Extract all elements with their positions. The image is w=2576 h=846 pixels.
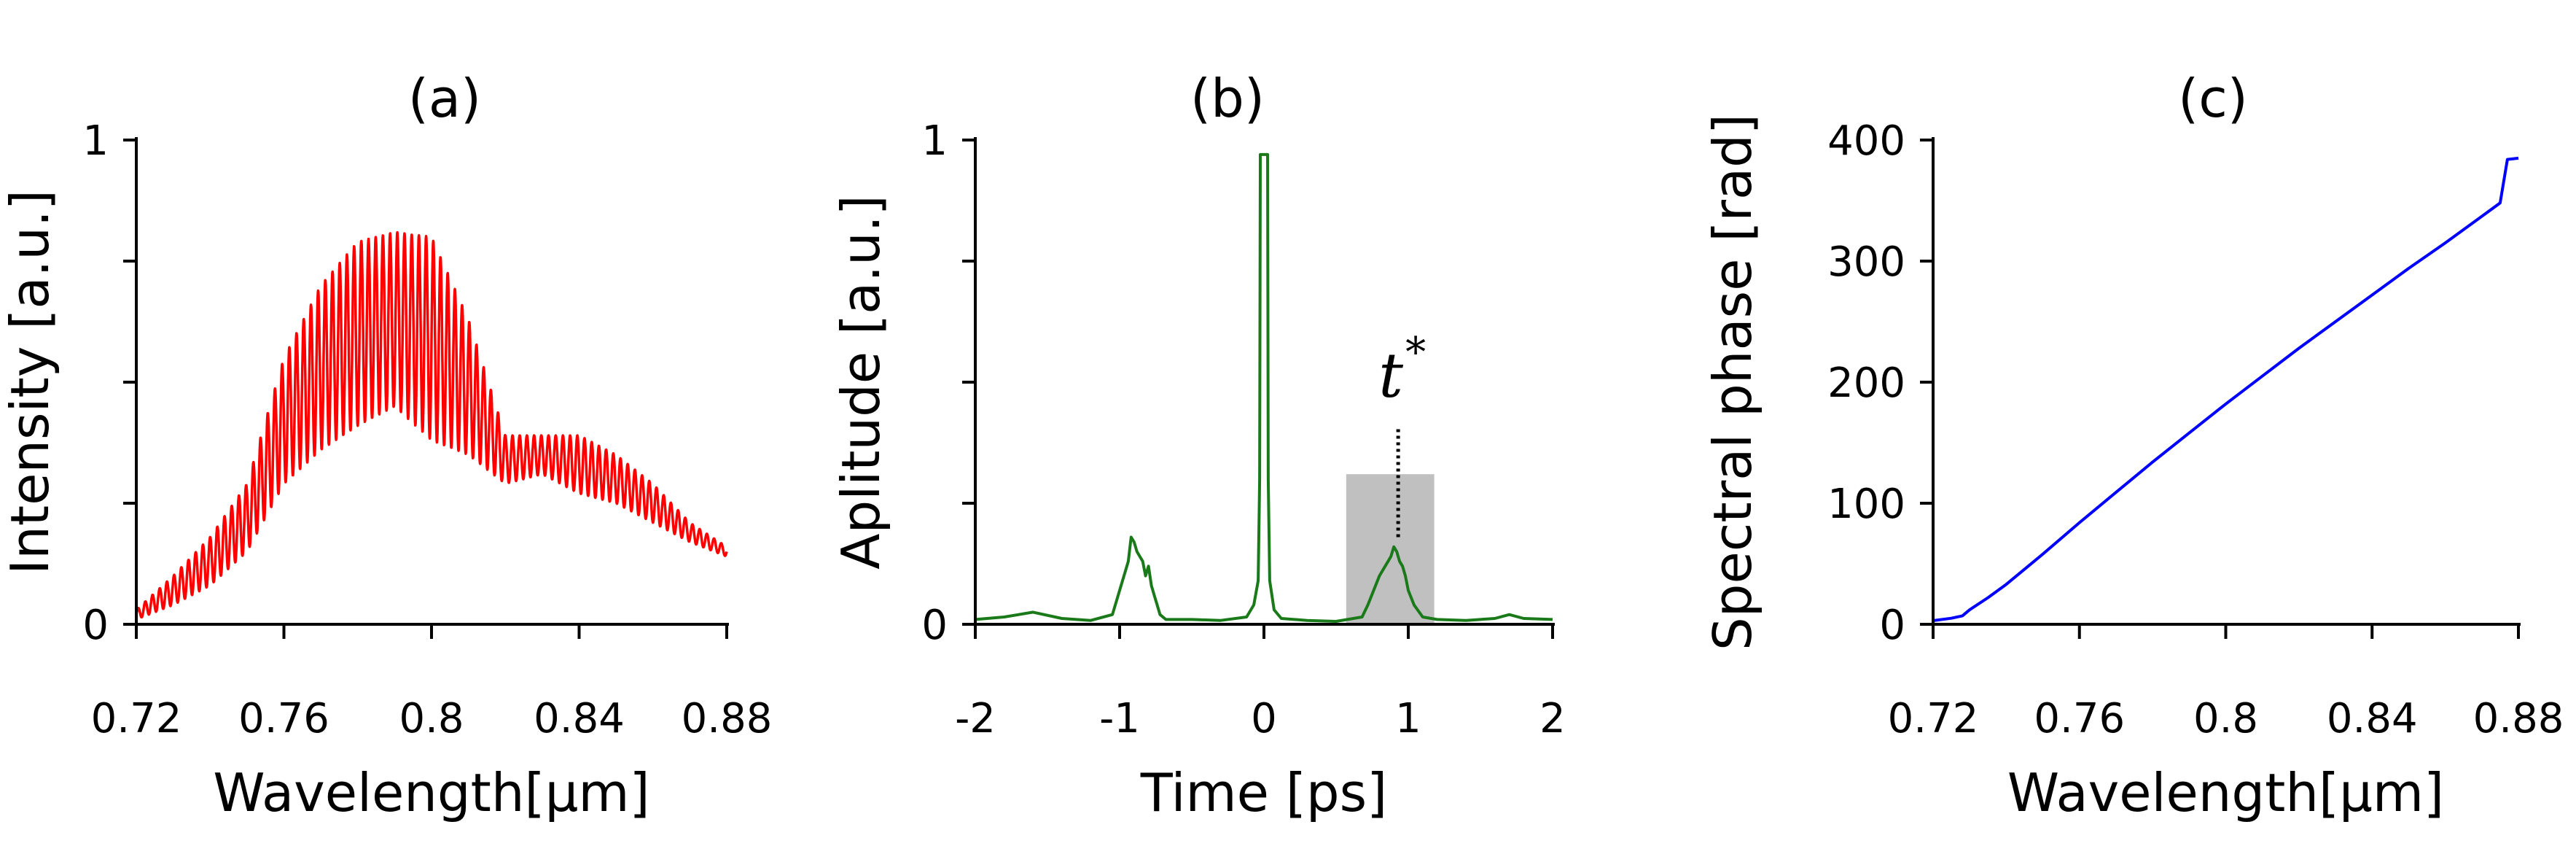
panel-label: (c) (2178, 68, 2248, 129)
y-tick-label: 300 (1827, 238, 1905, 286)
x-axis-label: Time [ps] (1140, 762, 1387, 823)
x-tick-label: 0.84 (2327, 695, 2418, 742)
x-axis-label: Wavelength[μm] (2007, 762, 2444, 823)
panel-label: (b) (1190, 68, 1265, 129)
y-axis-label: Spectral phase [rad] (1702, 114, 1763, 651)
shaded-region (1346, 474, 1435, 624)
panel-label: (a) (408, 68, 481, 129)
x-tick-label: 0.84 (534, 695, 625, 742)
x-tick-label: 0.72 (91, 695, 182, 742)
y-tick-label: 0 (921, 602, 948, 649)
x-tick-label: 0.8 (399, 695, 464, 742)
y-tick-label: 400 (1827, 117, 1905, 165)
x-tick-label: 0.88 (682, 695, 773, 742)
series-line-0 (975, 152, 1553, 623)
y-tick-label: 0 (1879, 602, 1905, 649)
annotation-superscript: * (1405, 329, 1426, 376)
x-tick-label: 0.76 (238, 695, 329, 742)
y-tick-label: 200 (1827, 360, 1905, 407)
y-tick-label: 1 (82, 117, 109, 165)
series-line-0 (135, 230, 728, 619)
y-tick-label: 1 (921, 117, 948, 165)
x-tick-label: 0 (1251, 695, 1277, 742)
x-tick-label: 0.72 (1888, 695, 1979, 742)
y-axis-label: Intensity [a.u.] (0, 190, 61, 575)
x-tick-label: 0.88 (2473, 695, 2564, 742)
x-tick-label: 0.8 (2193, 695, 2258, 742)
y-tick-label: 0 (82, 602, 109, 649)
series-line-0 (1932, 156, 2519, 622)
x-tick-label: 2 (1539, 695, 1566, 742)
panel-c: 0.72 0.76 0.8 0.84 0.88 0 100 200 300 400 Waveleng… (1702, 68, 2564, 823)
x-tick-label: 1 (1395, 695, 1421, 742)
x-tick-label: 0.76 (2034, 695, 2125, 742)
panel-a: 0.72 0.76 0.8 0.84 0.88 0 1 Wavelength[μm] Inten… (0, 68, 772, 823)
x-tick-label: -2 (955, 695, 996, 742)
x-tick-label: -1 (1099, 695, 1140, 742)
y-tick-label: 100 (1827, 481, 1905, 528)
y-axis-label: Aplitude [a.u.] (830, 195, 891, 569)
annotation-label: t (1378, 340, 1403, 411)
x-axis-label: Wavelength[μm] (213, 762, 649, 823)
